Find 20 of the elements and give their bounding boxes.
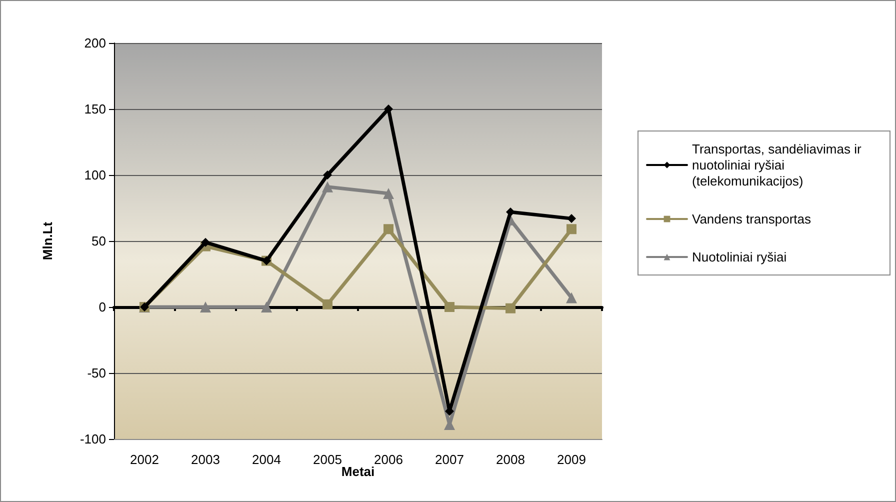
y-tick-label: 150 — [84, 102, 106, 116]
y-tick-label: 50 — [92, 234, 106, 248]
y-tick-label: 100 — [84, 168, 106, 182]
x-tick-label: 2009 — [557, 452, 586, 467]
x-tick-label: 2008 — [496, 452, 525, 467]
legend-label: Vandens transportas — [692, 212, 812, 226]
y-tick-label: -100 — [80, 432, 106, 446]
legend-label: Nuotoliniai ryšiai — [692, 250, 787, 264]
x-tick-label: 2003 — [191, 452, 220, 467]
legend-label: Transportas, sandėliavimas ir nuotoliniai ryšiai (telekomunikacijos) — [692, 142, 865, 188]
x-tick-label: 2002 — [130, 452, 159, 467]
x-tick-label: 2006 — [374, 452, 403, 467]
x-tick-label: 2005 — [313, 452, 342, 467]
x-axis-title: Metai — [341, 464, 375, 479]
y-tick-label: 200 — [84, 36, 106, 50]
y-tick-label: 0 — [98, 300, 106, 314]
x-tick-label: 2004 — [252, 452, 281, 467]
y-axis-title: Mln.Lt — [40, 221, 55, 260]
x-tick-label: 2007 — [435, 452, 464, 467]
y-tick-label: -50 — [87, 366, 106, 380]
